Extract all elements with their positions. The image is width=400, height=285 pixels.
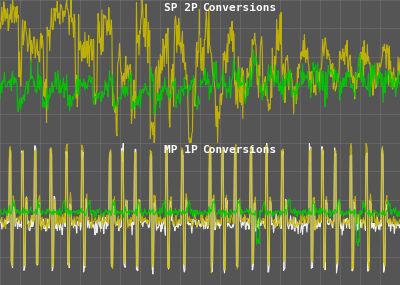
Text: Conversions: Conversions bbox=[202, 3, 276, 13]
Text: SP 2P: SP 2P bbox=[164, 3, 198, 13]
Text: Conversions: Conversions bbox=[202, 145, 276, 155]
Text: MP 1P: MP 1P bbox=[164, 145, 198, 155]
